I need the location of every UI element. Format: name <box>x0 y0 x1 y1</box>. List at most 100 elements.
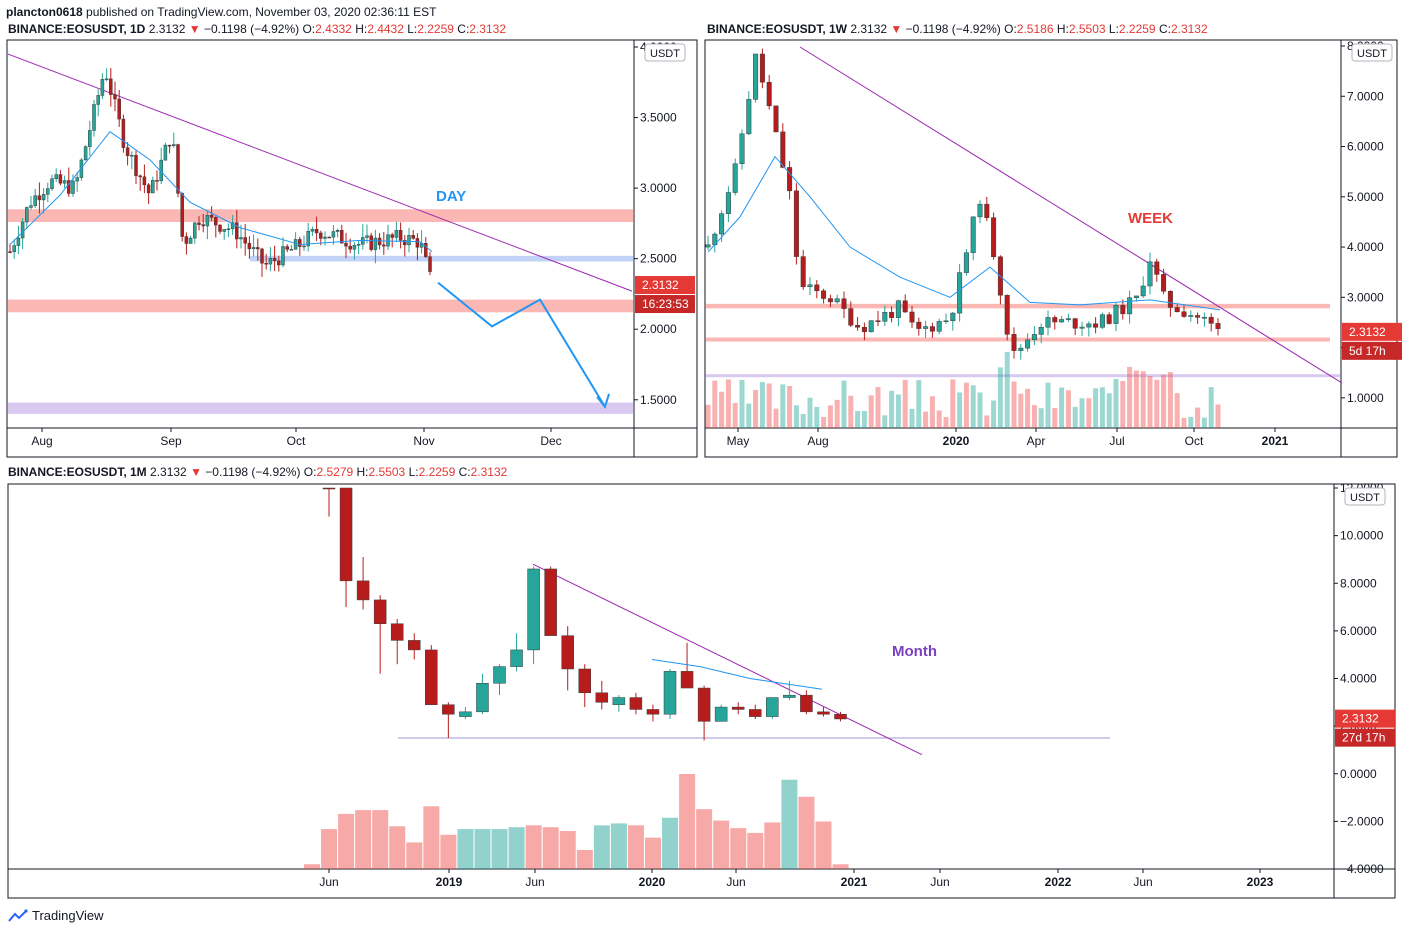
volume-bar <box>389 826 406 869</box>
candle-body <box>209 215 214 218</box>
candle-body <box>411 235 415 239</box>
x-tick-label: 2021 <box>841 875 868 889</box>
trendline <box>532 563 923 756</box>
candle-body <box>510 649 523 667</box>
candle-body <box>963 252 969 273</box>
candle-body <box>75 177 79 182</box>
candle-body <box>578 668 591 694</box>
candle-body <box>725 192 731 214</box>
candle-body <box>415 238 420 248</box>
candle-body <box>8 251 12 253</box>
y-tick-label: 3.5000 <box>640 111 677 125</box>
y-tick-label: 3.0000 <box>1347 290 1384 304</box>
x-tick-label: 2022 <box>1045 875 1072 889</box>
x-tick-label: Apr <box>1027 434 1046 448</box>
candle-body <box>302 245 306 248</box>
chart-legend: BINANCE:EOSUSDT, 1D 2.3132 ▼ −0.1198 (−4… <box>8 22 506 36</box>
moving-average-line <box>9 130 433 252</box>
candle-body <box>121 118 126 148</box>
candle-body <box>773 105 779 133</box>
volume-bar <box>610 823 627 869</box>
last-price-tag <box>1335 709 1395 728</box>
projection-arrow <box>437 281 606 408</box>
zone-band <box>8 299 633 313</box>
candle-body <box>739 133 745 164</box>
countdown-label: 5d 17h <box>1349 344 1386 358</box>
tradingview-brand[interactable]: TradingView <box>8 908 104 923</box>
y-tick-label: 10.0000 <box>1340 529 1384 543</box>
candle-body <box>697 687 711 722</box>
x-tick-label: Oct <box>287 434 306 448</box>
y-tick-label: 5.0000 <box>1347 190 1384 204</box>
volume-bar <box>1208 387 1214 428</box>
candle-body <box>369 235 373 250</box>
candle-body <box>442 704 455 715</box>
y-tick-label: 4.0000 <box>1340 672 1377 686</box>
volume-bar <box>1065 390 1071 428</box>
volume-bar <box>525 825 542 869</box>
candle-body <box>163 144 168 161</box>
volume-bar <box>423 806 440 869</box>
candle-body <box>923 326 929 329</box>
volume-bar <box>929 396 935 428</box>
volume-bar <box>559 831 576 869</box>
candle-body <box>323 236 327 239</box>
candle-body <box>882 312 888 322</box>
candle-body <box>1018 347 1024 351</box>
volume-bar <box>963 382 969 428</box>
candle-body <box>117 98 121 120</box>
y-tick-label: 2.5000 <box>640 252 677 266</box>
candle-body <box>109 78 113 95</box>
volume-bar <box>889 390 895 428</box>
last-price-label: 2.3132 <box>1342 712 1379 726</box>
candle-body <box>293 239 298 250</box>
candle-body <box>272 257 277 262</box>
candle-body <box>943 320 949 323</box>
volume-bar <box>1086 398 1092 428</box>
candle-body <box>476 683 489 713</box>
volume-bar <box>1072 406 1078 428</box>
candle-body <box>793 190 799 257</box>
candle-body <box>322 487 336 490</box>
candle-body <box>612 697 626 705</box>
volume-bar <box>304 864 320 869</box>
x-tick-label: Jun <box>319 875 338 889</box>
candle-body <box>92 104 96 131</box>
candle-body <box>766 81 772 107</box>
candle-body <box>281 246 285 266</box>
last-price-label: 2.3132 <box>1349 325 1386 339</box>
candle-body <box>239 237 243 240</box>
candle-body <box>1038 326 1044 335</box>
volume-bar <box>875 387 881 428</box>
candle-body <box>814 284 820 292</box>
volume-bar <box>800 413 806 428</box>
y-tick-label: 6.0000 <box>1347 140 1384 154</box>
candle-body <box>1099 314 1105 328</box>
y-tick-label: 1.0000 <box>1347 391 1384 405</box>
candle-body <box>407 235 411 246</box>
volume-bar <box>712 380 718 428</box>
candle-body <box>310 228 315 232</box>
candle-body <box>1011 334 1017 351</box>
candle-body <box>176 144 180 194</box>
candle-body <box>1127 297 1133 315</box>
candle-body <box>243 237 247 244</box>
volume-bar <box>730 828 747 869</box>
y-tick-label: 8.0000 <box>1340 576 1377 590</box>
candle-body <box>936 321 942 332</box>
candle-body <box>155 180 159 182</box>
y-tick-label: 0.0000 <box>1340 767 1377 781</box>
candle-body <box>12 245 16 253</box>
author-name[interactable]: plancton0618 <box>6 5 83 19</box>
legend-text: BINANCE:EOSUSDT, 1D 2.3132 ▼ −0.1198 (−4… <box>8 22 506 36</box>
candle-body <box>680 671 694 689</box>
candle-body <box>151 180 155 194</box>
candle-body <box>868 320 874 333</box>
volume-bar <box>1140 371 1146 428</box>
candle-body <box>629 697 643 710</box>
volume-bar <box>780 384 786 428</box>
candle-body <box>1147 261 1153 287</box>
candle-body <box>595 692 609 703</box>
candle-body <box>1065 318 1071 320</box>
candle-body <box>218 224 222 232</box>
